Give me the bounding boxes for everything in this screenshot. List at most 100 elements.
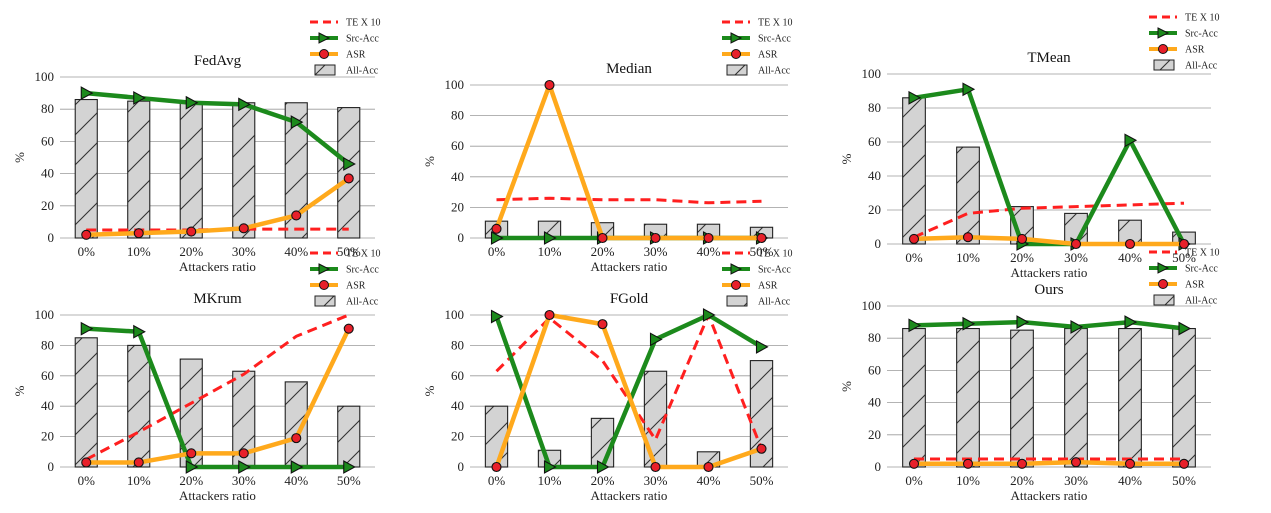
legend-src-acc: Src-Acc (722, 263, 791, 276)
asr-marker (756, 443, 767, 454)
src-acc-marker (1070, 320, 1084, 334)
y-tick-label: 80 (41, 337, 54, 352)
y-tick-label: 80 (868, 330, 881, 345)
y-tick-label: 60 (451, 368, 464, 383)
asr-marker (962, 458, 974, 469)
asr-line (913, 234, 1184, 247)
y-tick-label: 0 (48, 459, 55, 474)
y-tick-label: 100 (862, 66, 882, 81)
src-acc-line (494, 312, 763, 470)
legend-label: ASR (346, 50, 366, 61)
te-line (913, 201, 1185, 239)
src-acc-marker (185, 460, 199, 474)
x-tick-label: 50% (1172, 473, 1196, 488)
src-acc-marker (80, 321, 94, 336)
asr-marker (703, 232, 714, 244)
legend-all-acc: All-Acc (726, 295, 791, 308)
panel-mkrum: 0 20 40 60 80 100 0% 10% 20% 30% 40% 50% MKrum Attack… (12, 249, 380, 504)
legend-label: All-Acc (758, 297, 791, 308)
y-axis-label: % (839, 153, 854, 164)
panel-fgold: 0 20 40 60 80 100 0% 10% 20% 30% 40% 50% FGold Attack… (422, 249, 792, 504)
all-acc-bar (1064, 327, 1088, 468)
y-tick-label: 60 (451, 138, 464, 153)
legend-label: All-Acc (1185, 61, 1218, 72)
x-tick-label: 0% (78, 244, 96, 259)
src-acc-marker (133, 91, 146, 105)
y-tick-label: 60 (868, 134, 881, 149)
x-tick-label: 40% (1118, 473, 1142, 488)
asr-marker (650, 232, 661, 244)
legend-label: All-Acc (346, 297, 379, 308)
legend-te: TE X 10 (1149, 13, 1219, 24)
x-axis-label: Attackers ratio (1011, 265, 1088, 280)
all-acc-bar (74, 98, 98, 239)
y-tick-label: 0 (48, 230, 55, 245)
all-acc-bar (232, 102, 256, 239)
panel-title: FedAvg (194, 53, 242, 69)
x-axis-label: Attackers ratio (591, 488, 668, 503)
x-tick-label: 10% (538, 473, 562, 488)
x-axis-label: Attackers ratio (179, 488, 256, 503)
y-tick-label: 100 (445, 307, 465, 322)
all-acc-bar (484, 405, 509, 468)
legend-label: Src-Acc (1185, 264, 1218, 275)
legend-src-acc: Src-Acc (310, 263, 379, 276)
x-tick-label: 10% (538, 244, 562, 259)
panel-fedavg: 0 20 40 60 80 100 0% 10% 20% 30% 40% 50% FedAvg Attac… (12, 18, 380, 275)
y-tick-label: 80 (868, 100, 881, 115)
legend-label: All-Acc (758, 66, 791, 77)
legend-asr: ASR (722, 280, 778, 292)
asr-marker (597, 232, 608, 244)
src-acc-marker (343, 157, 356, 171)
all-acc-bar (179, 102, 203, 239)
asr-marker (291, 433, 302, 444)
src-acc-marker (238, 97, 251, 112)
panel-title: TMean (1027, 50, 1071, 66)
asr-marker (133, 228, 144, 239)
y-tick-label: 0 (458, 230, 465, 245)
asr-marker (343, 323, 354, 334)
asr-line (86, 176, 351, 238)
src-acc-marker (490, 231, 504, 245)
asr-line (914, 459, 1184, 467)
x-axis-label: Attackers ratio (591, 259, 668, 274)
x-tick-label: 30% (232, 244, 256, 259)
all-acc-bar (1172, 327, 1196, 468)
panel-title: Median (606, 61, 652, 77)
x-tick-label: 20% (179, 244, 203, 259)
legend-label: ASR (758, 281, 778, 292)
x-tick-label: 10% (127, 244, 151, 259)
legend-te: TE X 10 (310, 249, 380, 260)
asr-marker (544, 79, 555, 91)
legend-te: TE X 10 (722, 249, 792, 260)
y-axis-label: % (422, 385, 437, 396)
x-tick-label: 30% (1064, 473, 1088, 488)
x-tick-label: 20% (179, 473, 203, 488)
asr-marker (1124, 238, 1136, 250)
asr-marker (703, 461, 714, 473)
asr-marker (491, 223, 502, 234)
src-acc-marker (1124, 133, 1138, 148)
y-tick-label: 80 (451, 108, 464, 123)
src-acc-marker (596, 460, 610, 474)
asr-marker (291, 210, 302, 221)
all-acc-bar (1118, 327, 1142, 468)
x-tick-label: 50% (750, 473, 774, 488)
y-axis-label: % (12, 152, 27, 163)
asr-line (494, 312, 763, 470)
src-acc-marker (543, 460, 557, 474)
y-tick-label: 40 (868, 168, 881, 183)
x-tick-label: 40% (1118, 250, 1142, 265)
asr-marker (1016, 458, 1028, 469)
asr-marker (1124, 458, 1136, 469)
asr-marker (1070, 457, 1082, 468)
legend-label: TE X 10 (758, 18, 792, 29)
y-axis-label: % (422, 156, 437, 167)
x-tick-label: 50% (750, 244, 774, 259)
y-tick-label: 20 (41, 429, 54, 444)
y-tick-label: 80 (41, 101, 54, 116)
all-acc-bar (1010, 329, 1034, 468)
panel-title: FGold (610, 291, 649, 307)
asr-marker (343, 173, 354, 184)
y-tick-label: 40 (41, 166, 54, 181)
